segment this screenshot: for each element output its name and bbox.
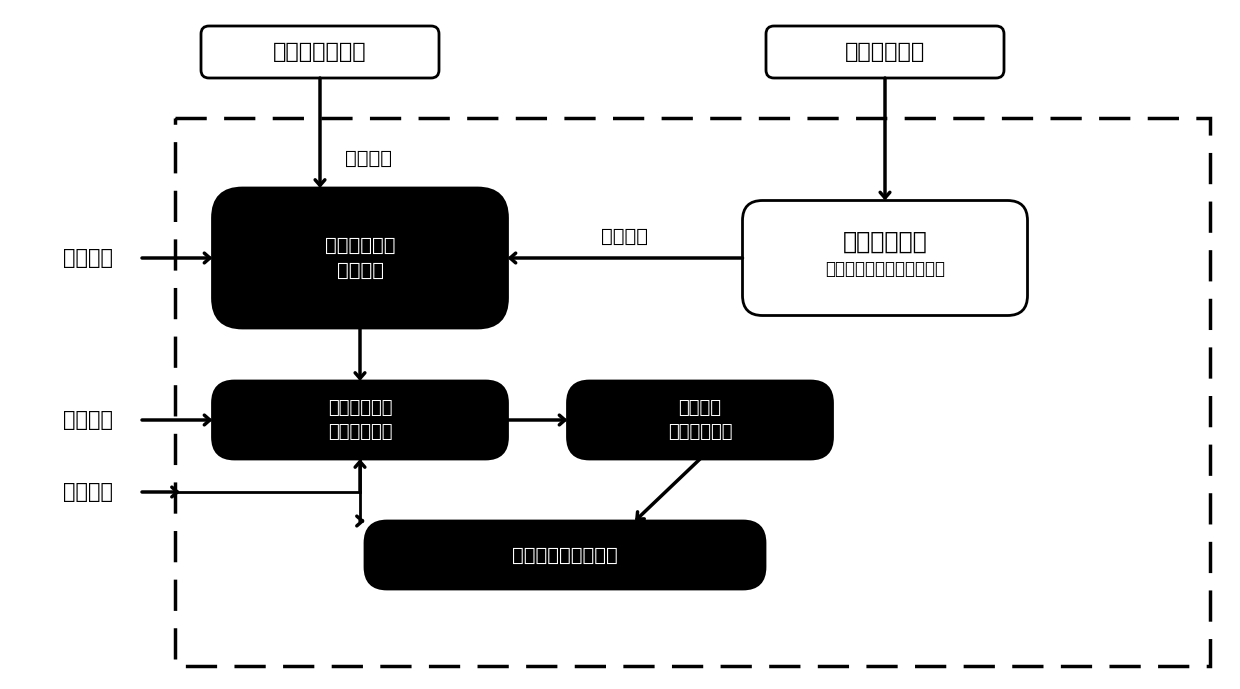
Text: 信号模型: 信号模型 <box>336 261 383 280</box>
FancyBboxPatch shape <box>743 200 1028 316</box>
FancyBboxPatch shape <box>365 521 765 589</box>
FancyBboxPatch shape <box>766 26 1004 78</box>
FancyBboxPatch shape <box>568 381 832 459</box>
Text: 生成稀疏测量数据集: 生成稀疏测量数据集 <box>512 546 618 564</box>
Text: 估计结构: 估计结构 <box>63 410 113 430</box>
Text: 稀疏重构: 稀疏重构 <box>678 400 722 418</box>
Text: 目标航天器轨道: 目标航天器轨道 <box>273 42 367 62</box>
Text: （数据累积、信号相关等）: （数据累积、信号相关等） <box>825 260 945 278</box>
FancyBboxPatch shape <box>212 381 507 459</box>
Text: 测量结构: 测量结构 <box>63 248 113 268</box>
Text: 干涉测量原理: 干涉测量原理 <box>844 42 925 62</box>
FancyBboxPatch shape <box>212 188 507 328</box>
Text: 基线参数估计: 基线参数估计 <box>668 422 733 441</box>
Text: 传统干涉测量: 传统干涉测量 <box>843 230 928 254</box>
Bar <box>175 118 1210 666</box>
Text: 目标特征: 目标特征 <box>345 149 392 167</box>
Text: 信号结构: 信号结构 <box>601 227 649 245</box>
Text: 误差特性: 误差特性 <box>63 482 113 502</box>
Text: 稀疏重构算法: 稀疏重构算法 <box>327 400 392 418</box>
Text: 稀疏测量方法: 稀疏测量方法 <box>325 236 396 255</box>
Text: 参数选取准则: 参数选取准则 <box>327 422 392 441</box>
FancyBboxPatch shape <box>201 26 439 78</box>
